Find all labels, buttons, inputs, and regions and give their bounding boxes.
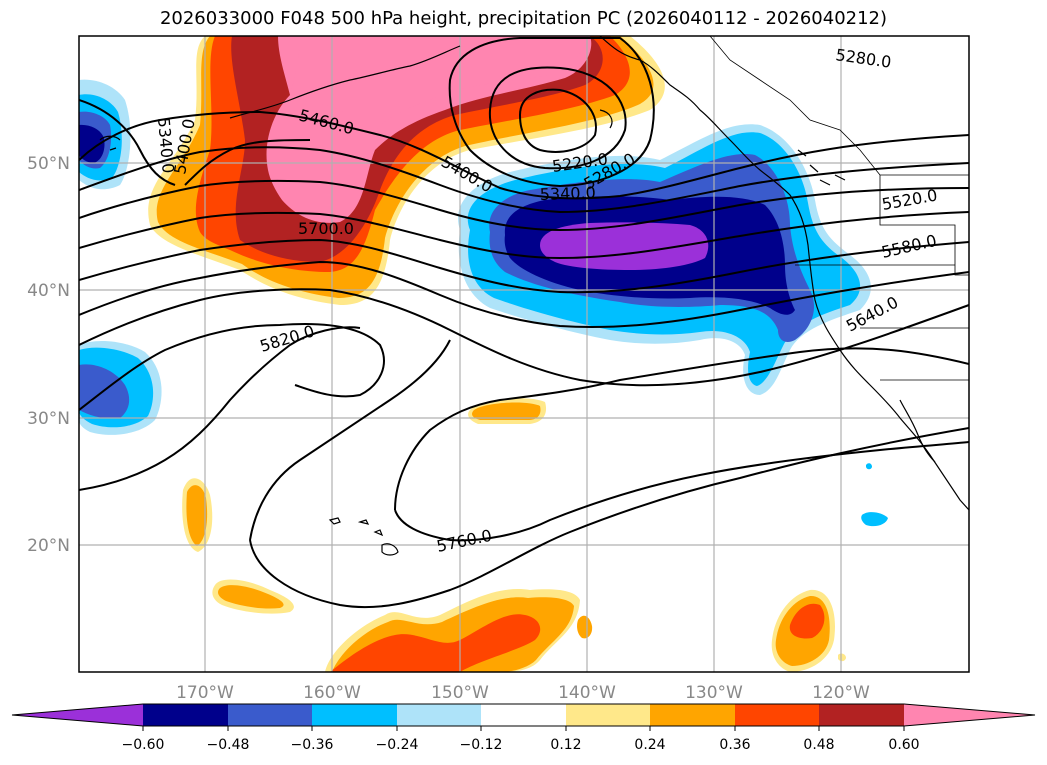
colorbar-tick-label: 0.36 — [719, 737, 750, 753]
lat-label: 40°N — [27, 281, 70, 301]
lat-label: 50°N — [27, 154, 70, 174]
colorbar-tick-label: 0.60 — [888, 737, 919, 753]
colorbar-under-triangle — [12, 704, 143, 726]
map-frame — [78, 35, 970, 673]
contour-label: 5700.0 — [298, 219, 354, 238]
longitude-labels: 170°W 160°W 150°W 140°W 130°W 120°W — [176, 683, 870, 703]
height-contours — [79, 37, 969, 609]
map-title: 2026033000 F048 500 hPa height, precipit… — [159, 8, 888, 29]
lon-label: 170°W — [176, 683, 234, 703]
map-gridlines — [79, 36, 969, 672]
colorbar-swatch — [312, 704, 397, 726]
colorbar-swatch — [143, 704, 228, 726]
colorbar-swatch — [566, 704, 651, 726]
colorbar-swatch — [481, 704, 566, 726]
colorbar-tick-label: 0.48 — [803, 737, 834, 753]
colorbar-swatch — [397, 704, 482, 726]
lon-label: 160°W — [303, 683, 361, 703]
colorbar-swatch — [650, 704, 735, 726]
latitude-labels: 50°N 40°N 30°N 20°N — [27, 154, 70, 556]
colorbar-swatch — [228, 704, 313, 726]
country-borders — [709, 36, 969, 381]
coastlines — [99, 36, 969, 556]
colorbar-tick-label: 0.12 — [550, 737, 581, 753]
colorbar-tick-label: 0.24 — [634, 737, 665, 753]
colorbar-tick-label: −0.12 — [460, 737, 503, 753]
colorbar: −0.60 −0.48 −0.36 −0.24 −0.12 0.12 0.24 … — [11, 703, 1036, 753]
precipitation-anomaly-fill — [79, 36, 969, 672]
colorbar-tick-label: −0.48 — [207, 737, 250, 753]
lon-label: 130°W — [685, 683, 743, 703]
lat-label: 30°N — [27, 409, 70, 429]
lon-label: 150°W — [431, 683, 489, 703]
lon-label: 140°W — [558, 683, 616, 703]
contour-label: 5340.0 — [154, 117, 178, 174]
colorbar-over-triangle — [904, 704, 1035, 726]
colorbar-tick-label: −0.60 — [122, 737, 165, 753]
lon-label: 120°W — [812, 683, 870, 703]
lat-label: 20°N — [27, 536, 70, 556]
colorbar-swatch — [819, 704, 904, 726]
colorbar-tick-label: −0.36 — [291, 737, 334, 753]
colorbar-swatch — [735, 704, 820, 726]
contour-label: 5340.0 — [539, 183, 596, 204]
colorbar-tick-label: −0.24 — [376, 737, 419, 753]
